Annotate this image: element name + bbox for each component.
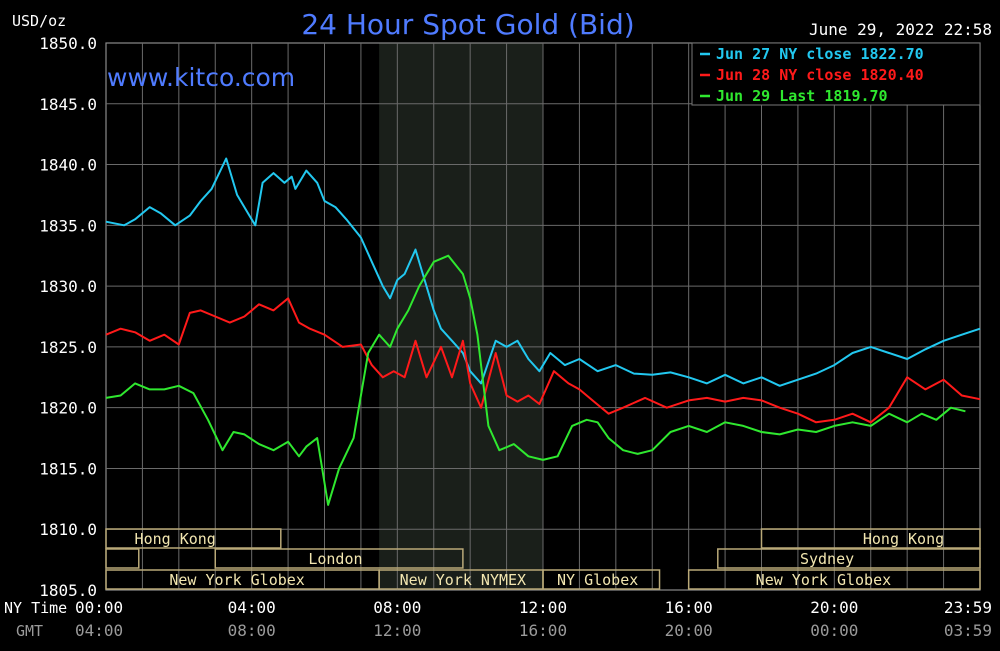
session-label: London [308, 550, 362, 568]
legend-entry-2: Jun 28 NY close 1820.40 [716, 66, 924, 84]
session-bar [760, 528, 981, 549]
y-tick-label: 1835.0 [39, 216, 97, 235]
session-label: New York Globex [169, 571, 304, 589]
series-line-2 [105, 297, 981, 424]
x-axis-label-gmt: GMT [16, 622, 43, 640]
y-tick-label: 1850.0 [39, 34, 97, 53]
y-tick-label: 1845.0 [39, 95, 97, 114]
y-tick-label: 1805.0 [39, 581, 97, 600]
x-axis-label-ny: NY Time [4, 599, 67, 617]
session-bar [687, 569, 981, 590]
axis-layer: 1850.0 1845.0 1840.0 1835.0 1830.0 1825.0 1820… [4, 34, 992, 640]
x-tick-label-gmt: 16:00 [519, 621, 567, 640]
x-tick-label-gmt: 08:00 [228, 621, 276, 640]
grid-layer [105, 42, 981, 591]
x-tick-label-ny: 12:00 [519, 598, 567, 617]
session-bar [105, 548, 140, 569]
legend-entry-1: Jun 27 NY close 1822.70 [716, 45, 924, 63]
session-label: Hong Kong [135, 530, 216, 548]
y-tick-label: 1815.0 [39, 459, 97, 478]
x-tick-label-gmt: 12:00 [373, 621, 421, 640]
session-label: Hong Kong [863, 530, 944, 548]
legend: Jun 27 NY close 1822.70 Jun 28 NY close 1… [691, 42, 981, 106]
x-tick-label-gmt: 03:59 [944, 621, 992, 640]
session-bar [214, 548, 464, 569]
series-line-3 [105, 254, 966, 506]
session-bar [542, 569, 661, 590]
y-axis-unit-label: USD/oz [12, 12, 66, 30]
x-tick-label-ny: 00:00 [75, 598, 123, 617]
legend-box [691, 42, 981, 106]
session-label: New York NYMEX [400, 571, 526, 589]
y-tick-label: 1840.0 [39, 156, 97, 175]
session-bar [105, 528, 282, 549]
x-tick-label-gmt: 04:00 [75, 621, 123, 640]
x-tick-label-ny: 08:00 [373, 598, 421, 617]
legend-entry-3: Jun 29 Last 1819.70 [716, 87, 888, 105]
x-tick-label-ny: 04:00 [228, 598, 276, 617]
session-label: Sydney [800, 550, 854, 568]
x-tick-label-gmt: 20:00 [665, 621, 713, 640]
series-line-1 [105, 157, 981, 387]
y-tick-label: 1830.0 [39, 277, 97, 296]
chart-title: 24 Hour Spot Gold (Bid) [301, 8, 634, 41]
series-layer [105, 157, 981, 506]
y-tick-label: 1820.0 [39, 399, 97, 418]
x-tick-label-ny: 20:00 [810, 598, 858, 617]
x-tick-label-gmt: 00:00 [810, 621, 858, 640]
y-tick-label: 1825.0 [39, 338, 97, 357]
shaded-session-layer [379, 43, 543, 590]
shaded-region [379, 43, 543, 590]
x-tick-label-ny: 23:59 [944, 598, 992, 617]
x-tick-label-ny: 16:00 [665, 598, 713, 617]
session-label: NY Globex [557, 571, 638, 589]
y-tick-label: 1810.0 [39, 520, 97, 539]
watermark: www.kitco.com [107, 63, 295, 92]
timestamp: June 29, 2022 22:58 [809, 20, 992, 39]
session-label: New York Globex [756, 571, 891, 589]
session-bar [717, 548, 981, 569]
